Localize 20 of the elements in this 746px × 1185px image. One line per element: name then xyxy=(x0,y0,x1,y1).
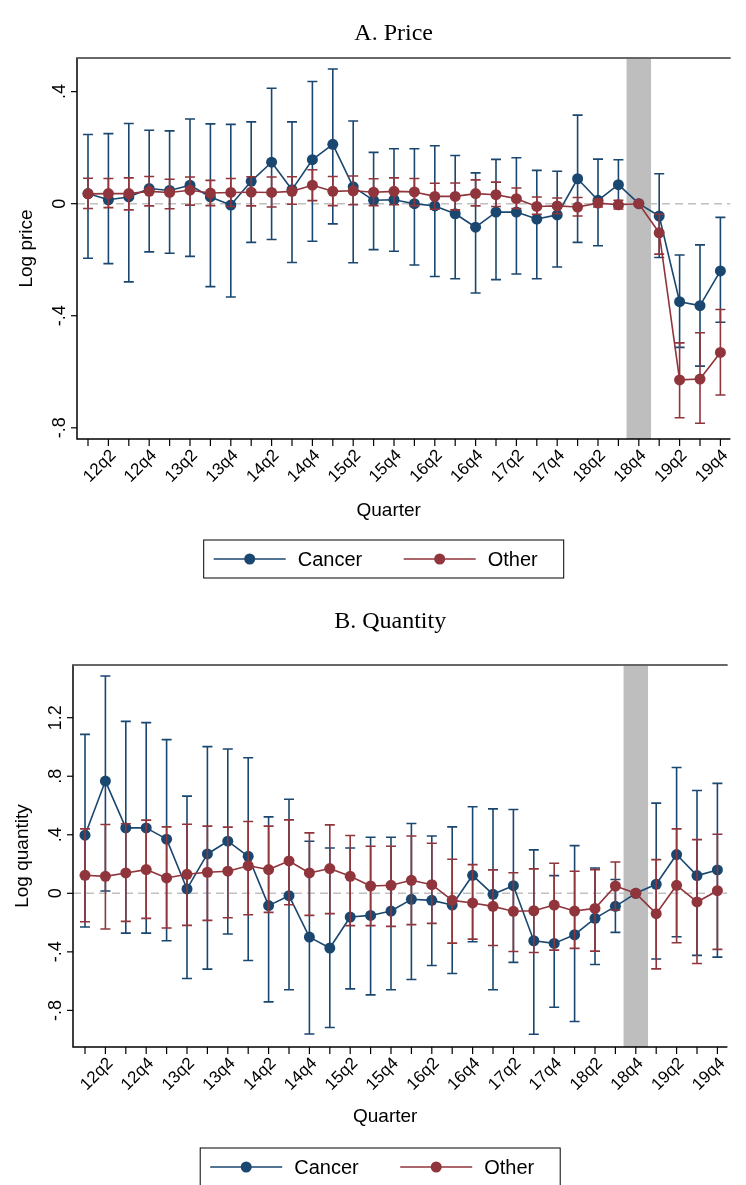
y-tick-label: .4 xyxy=(49,84,69,100)
y-tick-label: -.4 xyxy=(49,305,69,327)
legend-label: Cancer xyxy=(297,548,363,570)
y-tick-label: -.8 xyxy=(45,999,65,1021)
y-tick-label: 0 xyxy=(49,198,69,209)
legend-label: Cancer xyxy=(294,1156,360,1178)
y-tick-label: -.4 xyxy=(45,941,65,963)
chart-title: A. Price xyxy=(354,19,434,45)
legend-label: Other xyxy=(487,548,539,570)
y-tick-label: 1.2 xyxy=(45,705,65,731)
chart-title: B. Quantity xyxy=(334,607,447,633)
y-axis-title: Log price xyxy=(15,209,36,288)
y-tick-label: .4 xyxy=(45,827,65,843)
x-axis-title: Quarter xyxy=(352,1105,419,1126)
x-axis-title: Quarter xyxy=(356,499,422,520)
y-tick-label: .8 xyxy=(45,768,65,784)
y-axis-title: Log quantity xyxy=(11,803,32,908)
legend-label: Other xyxy=(484,1156,535,1178)
y-tick-label: -.8 xyxy=(49,417,69,439)
y-tick-label: 0 xyxy=(45,888,65,899)
